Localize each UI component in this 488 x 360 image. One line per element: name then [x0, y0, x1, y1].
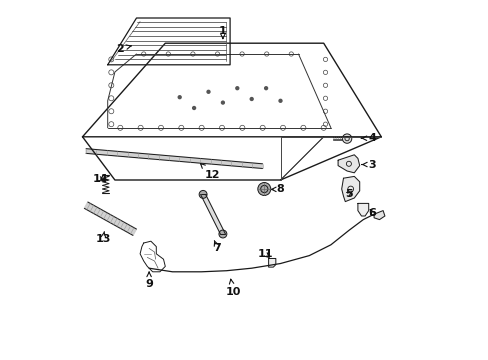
Text: 3: 3 [361, 159, 375, 170]
Circle shape [278, 99, 282, 103]
Polygon shape [337, 155, 359, 173]
Circle shape [264, 86, 268, 90]
Circle shape [235, 86, 239, 90]
Polygon shape [357, 203, 368, 216]
Polygon shape [84, 202, 136, 235]
Polygon shape [268, 258, 275, 267]
Text: 12: 12 [200, 163, 220, 180]
Polygon shape [341, 176, 359, 202]
Text: 2: 2 [116, 44, 131, 54]
Polygon shape [86, 149, 262, 168]
Circle shape [342, 134, 351, 143]
Circle shape [192, 106, 196, 110]
Text: 10: 10 [225, 279, 240, 297]
Circle shape [177, 95, 182, 99]
Text: 4: 4 [361, 133, 375, 143]
Circle shape [249, 97, 253, 101]
Text: 8: 8 [271, 184, 283, 194]
Polygon shape [200, 194, 225, 234]
Circle shape [260, 185, 267, 193]
Text: 6: 6 [367, 208, 375, 218]
Circle shape [206, 90, 210, 94]
Circle shape [199, 190, 206, 198]
Circle shape [257, 183, 270, 195]
Text: 1: 1 [219, 26, 226, 39]
Polygon shape [373, 211, 384, 220]
Text: 7: 7 [213, 240, 221, 253]
Text: 11: 11 [257, 249, 273, 259]
Text: 13: 13 [95, 231, 110, 244]
Text: 14: 14 [93, 174, 108, 184]
Circle shape [219, 230, 226, 238]
Circle shape [220, 100, 224, 105]
Text: 9: 9 [145, 272, 153, 289]
Text: 5: 5 [345, 189, 352, 199]
